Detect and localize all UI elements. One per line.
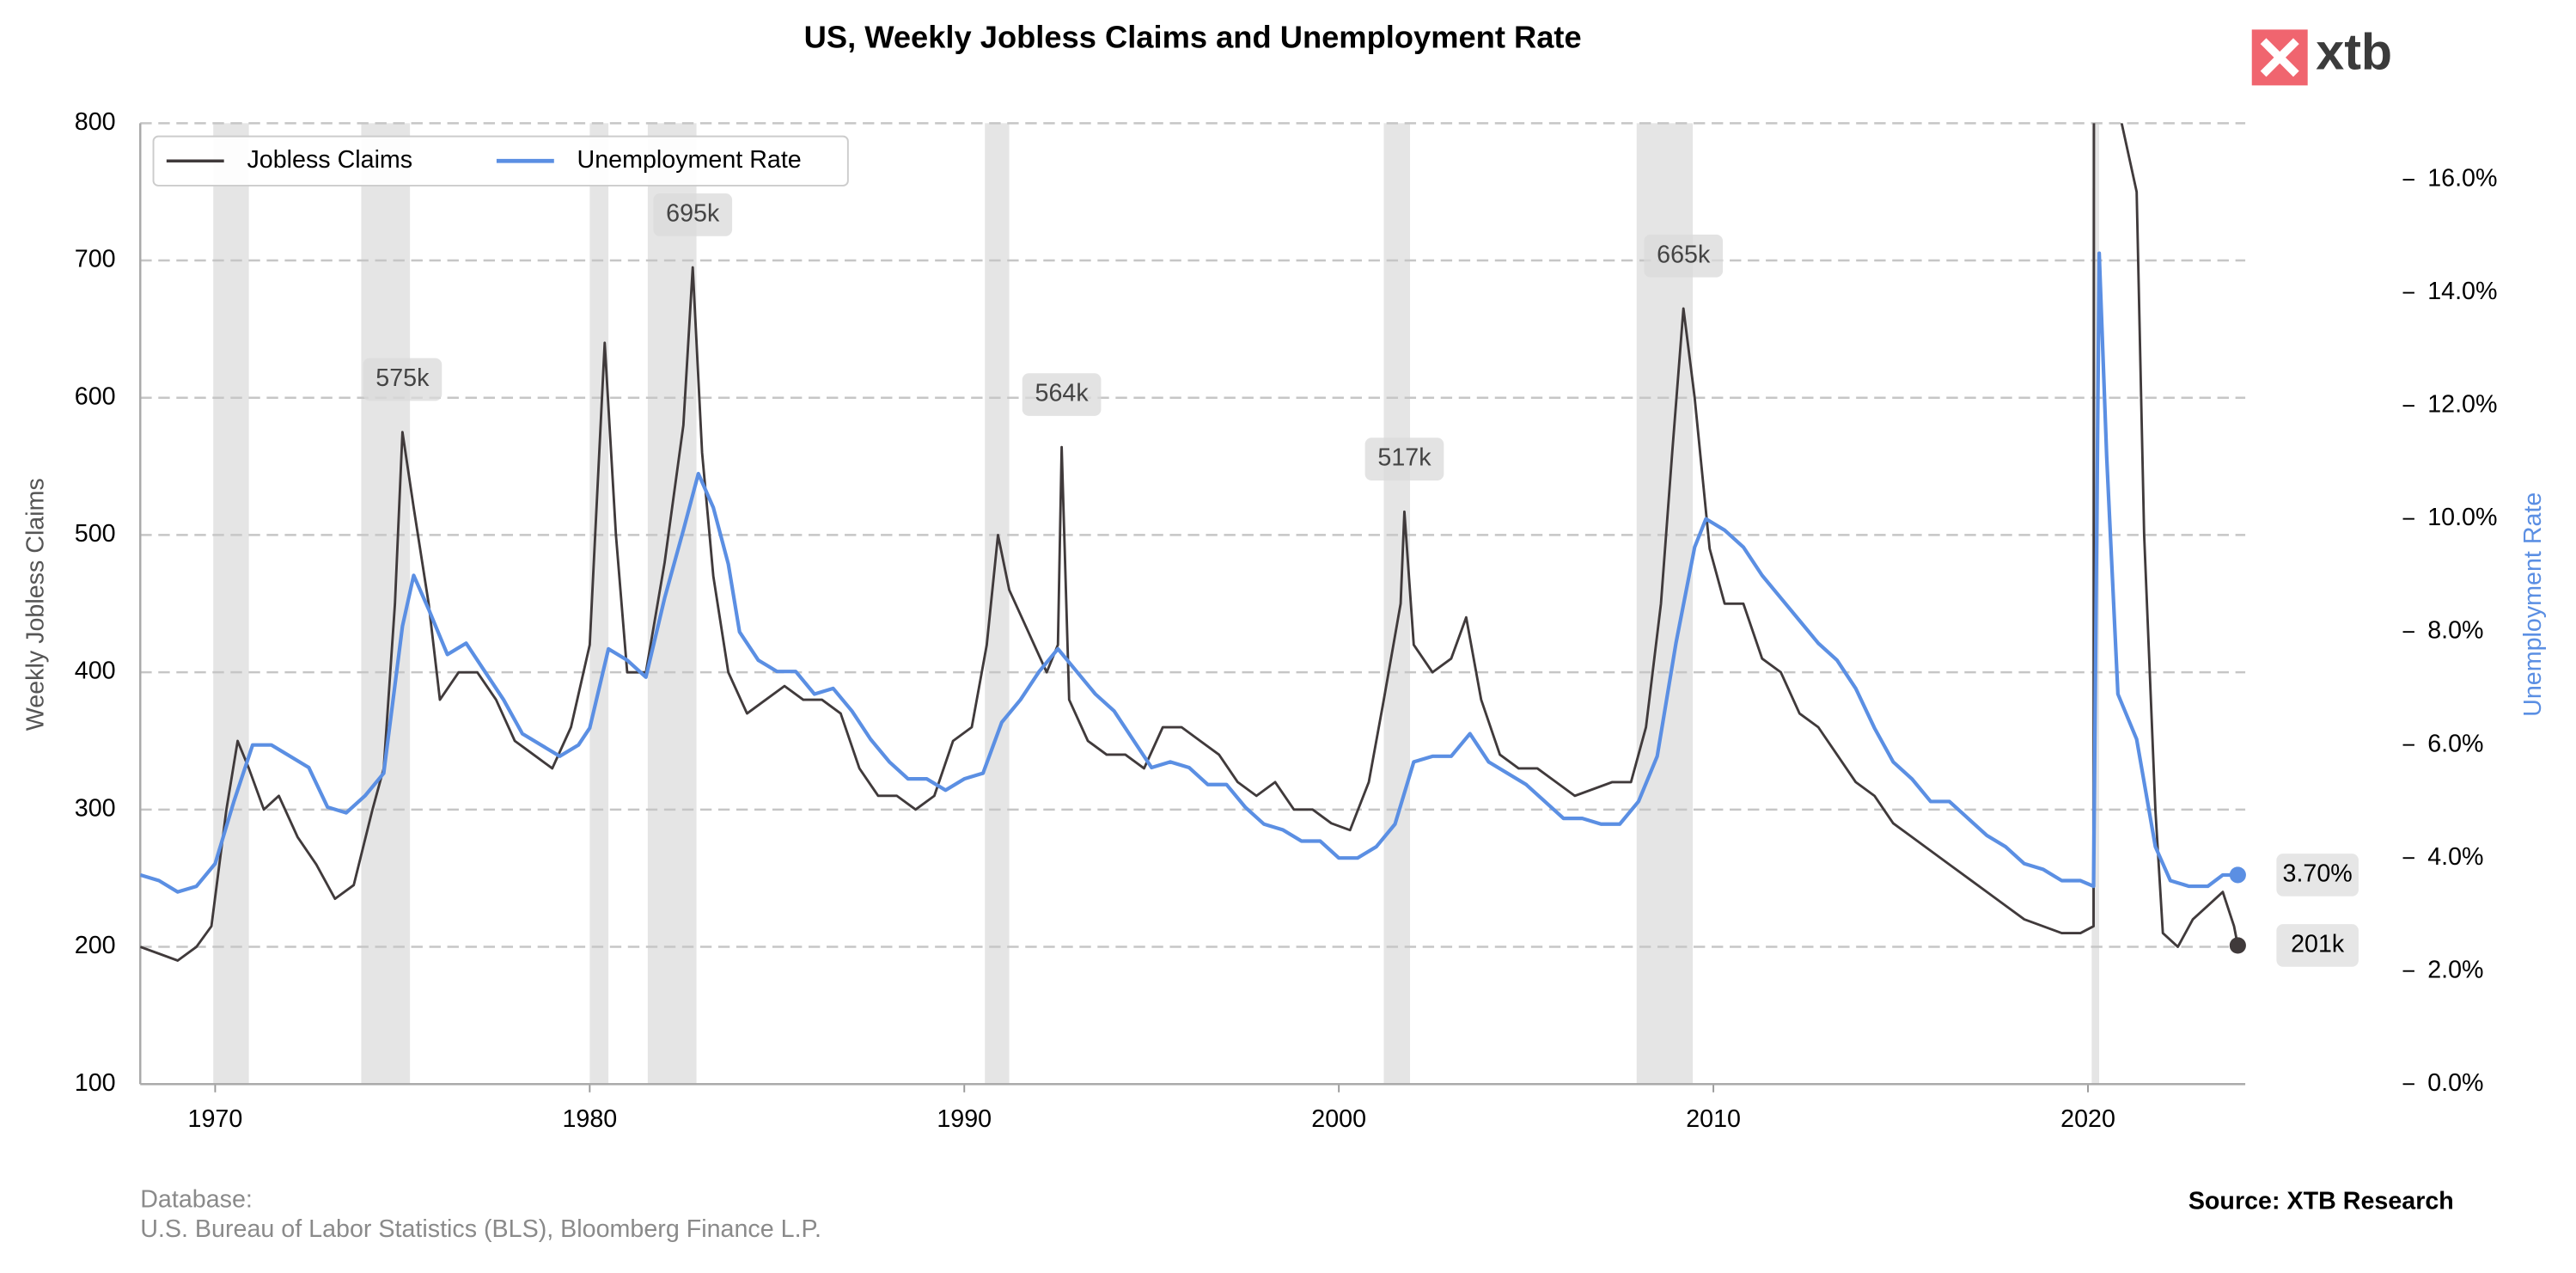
y-tick-label: 500	[75, 520, 116, 548]
plot-area	[140, 123, 2239, 962]
series-line	[140, 251, 2238, 894]
y2-tick-label: 0.0%	[2427, 1069, 2483, 1097]
chart-title: US, Weekly Jobless Claims and Unemployme…	[804, 19, 1582, 54]
x-tick-label: 2010	[1686, 1105, 1741, 1133]
end-label-box	[2276, 924, 2359, 967]
recession-band	[213, 123, 249, 1085]
y-tick-label: 300	[75, 794, 116, 822]
y2-tick-label: 6.0%	[2427, 730, 2483, 757]
annotation-box	[363, 358, 443, 401]
x-tick-label: 2000	[1311, 1105, 1366, 1133]
y-tick-label: 100	[75, 1069, 116, 1097]
y-tick-label: 400	[75, 658, 116, 685]
legend-label: Unemployment Rate	[577, 146, 802, 174]
x-tick-label: 1990	[937, 1105, 992, 1133]
end-label: 201k	[2291, 931, 2345, 958]
recession-band	[1383, 123, 1410, 1085]
annotation-label: 665k	[1657, 241, 1711, 268]
recession-band	[985, 123, 1010, 1085]
y2-axis-label: Unemployment Rate	[2519, 493, 2547, 717]
source: Source: XTB Research	[2188, 1187, 2454, 1215]
annotation-box	[1022, 373, 1102, 416]
annotation-box	[1364, 438, 1444, 480]
y2-tick-label: 8.0%	[2427, 617, 2483, 645]
annotation-label: 517k	[1377, 444, 1431, 472]
logo-x	[2260, 38, 2299, 77]
series-line	[140, 123, 2239, 962]
annotation-box	[1644, 234, 1724, 278]
y2-tick-label: 14.0%	[2427, 278, 2497, 305]
annotation-label: 564k	[1035, 380, 1090, 407]
y-tick-label: 700	[75, 246, 116, 273]
annotation-box	[653, 193, 733, 236]
y2-tick-label: 12.0%	[2427, 391, 2497, 419]
y-axis-label: Weekly Jobless Claims	[21, 478, 49, 731]
y2-tick-label: 2.0%	[2427, 956, 2483, 983]
y-tick-label: 200	[75, 932, 116, 959]
recession-band	[361, 123, 411, 1085]
y-tick-label: 600	[75, 383, 116, 410]
y2-tick-label: 16.0%	[2427, 165, 2497, 193]
x-tick-label: 1980	[562, 1105, 617, 1133]
end-label-box	[2276, 854, 2359, 897]
x-tick-label: 1970	[188, 1105, 243, 1133]
x-tick-label: 2020	[2060, 1105, 2115, 1133]
footer-label: Database:	[140, 1185, 253, 1213]
y2-tick-label: 4.0%	[2427, 843, 2483, 871]
footer-text: U.S. Bureau of Labor Statistics (BLS), B…	[140, 1215, 821, 1243]
end-label: 3.70%	[2283, 860, 2353, 888]
end-dot	[2229, 866, 2246, 884]
annotation-label: 575k	[375, 364, 430, 392]
legend-label: Jobless Claims	[247, 146, 412, 174]
y2-tick-label: 10.0%	[2427, 504, 2497, 531]
annotation-label: 695k	[666, 199, 720, 227]
y-tick-label: 800	[75, 108, 116, 136]
logo-text: xtb	[2316, 23, 2392, 81]
end-dot	[2229, 937, 2246, 954]
recession-band	[647, 123, 697, 1085]
logo: xtb	[2251, 23, 2392, 86]
